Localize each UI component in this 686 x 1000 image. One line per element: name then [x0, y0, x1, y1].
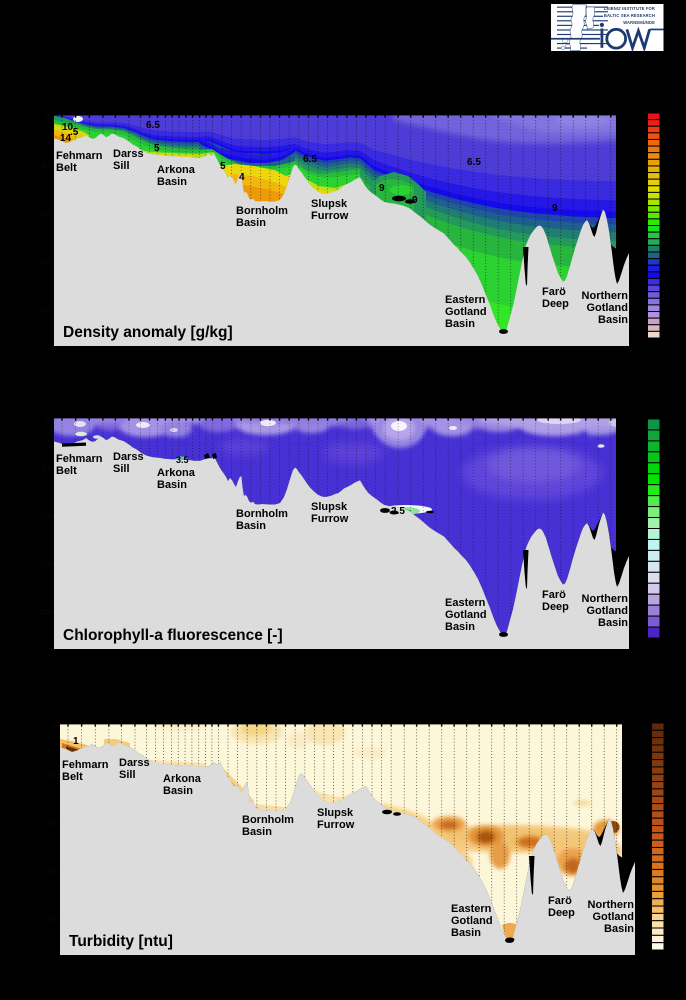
svg-text:Basin: Basin: [445, 318, 475, 330]
svg-text:Deep: Deep: [548, 907, 575, 919]
svg-text:50: 50: [47, 770, 56, 779]
svg-text:Belt: Belt: [62, 771, 83, 783]
svg-text:Farö: Farö: [548, 895, 572, 907]
svg-text:Northern: Northern: [582, 593, 629, 605]
svg-text:BALTIC SEA RESEARCH: BALTIC SEA RESEARCH: [604, 13, 655, 18]
svg-text:Fehmarn: Fehmarn: [56, 453, 103, 465]
svg-text:150: 150: [46, 866, 57, 875]
svg-text:Sill: Sill: [119, 769, 136, 781]
svg-text:Turbidity [ntu]: Turbidity [ntu]: [69, 933, 173, 950]
svg-text:Eastern: Eastern: [445, 597, 486, 609]
svg-text:Deep: Deep: [542, 298, 569, 310]
svg-text:Sill: Sill: [113, 160, 130, 172]
svg-text:Northern: Northern: [582, 290, 629, 302]
svg-text:14: 14: [60, 133, 72, 144]
svg-text:Deep: Deep: [542, 601, 569, 613]
svg-text:Fehmarn: Fehmarn: [62, 759, 109, 771]
svg-text:Basin: Basin: [157, 176, 187, 188]
svg-text:Gotland: Gotland: [592, 911, 634, 923]
svg-text:Arkona: Arkona: [163, 773, 202, 785]
svg-text:Farö: Farö: [542, 589, 566, 601]
svg-text:Fehmarn: Fehmarn: [56, 150, 103, 162]
svg-text:50: 50: [41, 464, 50, 473]
svg-text:9: 9: [552, 203, 558, 214]
svg-text:150: 150: [40, 257, 51, 266]
svg-text:200: 200: [40, 305, 51, 314]
svg-text:6.5: 6.5: [467, 157, 481, 168]
svg-text:Slupsk: Slupsk: [311, 198, 348, 210]
svg-text:Furrow: Furrow: [311, 210, 349, 222]
svg-text:150: 150: [40, 560, 51, 569]
svg-text:Farö: Farö: [542, 286, 566, 298]
svg-text:6.5: 6.5: [146, 120, 160, 131]
svg-text:10: 10: [62, 122, 74, 133]
svg-text:Basin: Basin: [598, 314, 628, 326]
svg-text:9: 9: [412, 195, 418, 206]
svg-text:Eastern: Eastern: [451, 903, 492, 915]
svg-text:Basin: Basin: [236, 520, 266, 532]
svg-text:100: 100: [40, 512, 51, 521]
svg-text:Basin: Basin: [157, 479, 187, 491]
svg-text:Arkona: Arkona: [157, 467, 196, 479]
svg-text:Chlorophyll-a fluorescence [-]: Chlorophyll-a fluorescence [-]: [63, 627, 283, 644]
svg-text:100: 100: [46, 818, 57, 827]
svg-text:Furrow: Furrow: [311, 513, 349, 525]
svg-text:Basin: Basin: [451, 927, 481, 939]
svg-text:0: 0: [46, 417, 51, 425]
svg-text:Bornholm: Bornholm: [236, 205, 288, 217]
svg-text:3.5: 3.5: [176, 455, 189, 465]
svg-text:Belt: Belt: [56, 162, 77, 174]
svg-text:Basin: Basin: [236, 217, 266, 229]
svg-text:Furrow: Furrow: [317, 819, 355, 831]
svg-text:Basin: Basin: [598, 617, 628, 629]
svg-text:Gotland: Gotland: [445, 609, 487, 621]
svg-text:9: 9: [379, 183, 385, 194]
svg-text:2.5: 2.5: [391, 506, 405, 517]
svg-text:200: 200: [40, 608, 51, 617]
svg-text:.5: .5: [70, 127, 79, 138]
svg-text:Darss: Darss: [113, 148, 144, 160]
svg-text:5: 5: [220, 161, 226, 172]
svg-text:4: 4: [239, 172, 245, 183]
svg-text:6.5: 6.5: [303, 154, 317, 165]
svg-text:Basin: Basin: [604, 923, 634, 935]
svg-text:LEIBNIZ INSTITUTE FOR: LEIBNIZ INSTITUTE FOR: [604, 6, 655, 11]
svg-text:Darss: Darss: [113, 451, 144, 463]
svg-text:1: 1: [73, 736, 79, 747]
svg-text:100: 100: [40, 209, 51, 218]
svg-text:Eastern: Eastern: [445, 294, 486, 306]
svg-text:Slupsk: Slupsk: [311, 501, 348, 513]
svg-text:Gotland: Gotland: [451, 915, 493, 927]
svg-text:Northern: Northern: [588, 899, 635, 911]
svg-text:Gotland: Gotland: [445, 306, 487, 318]
svg-text:Bornholm: Bornholm: [242, 814, 294, 826]
svg-text:WARNEMÜNDE: WARNEMÜNDE: [623, 20, 655, 25]
svg-text:50: 50: [41, 161, 50, 170]
svg-text:Slupsk: Slupsk: [317, 807, 354, 819]
svg-text:Bornholm: Bornholm: [236, 508, 288, 520]
svg-text:200: 200: [46, 914, 57, 923]
svg-text:Density anomaly [g/kg]: Density anomaly [g/kg]: [63, 324, 233, 341]
svg-text:Gotland: Gotland: [586, 605, 628, 617]
svg-text:5: 5: [154, 143, 160, 154]
svg-text:0: 0: [46, 114, 51, 122]
svg-text:Basin: Basin: [445, 621, 475, 633]
svg-text:Arkona: Arkona: [157, 164, 196, 176]
svg-text:Belt: Belt: [56, 465, 77, 477]
svg-text:Basin: Basin: [163, 785, 193, 797]
svg-text:Basin: Basin: [242, 826, 272, 838]
svg-text:Darss: Darss: [119, 757, 150, 769]
svg-text:Sill: Sill: [113, 463, 130, 475]
svg-text:Gotland: Gotland: [586, 302, 628, 314]
svg-text:0: 0: [52, 723, 57, 731]
